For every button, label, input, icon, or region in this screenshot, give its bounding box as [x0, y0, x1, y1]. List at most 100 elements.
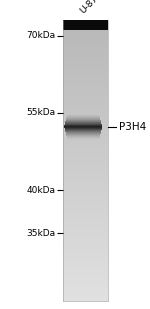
Bar	[63, 252, 108, 253]
Bar	[63, 258, 108, 259]
Bar	[63, 249, 108, 250]
Bar	[63, 46, 108, 47]
Bar	[63, 49, 108, 50]
Bar	[63, 267, 108, 268]
Bar	[63, 42, 108, 43]
Bar	[63, 52, 108, 53]
Bar	[63, 286, 108, 287]
Bar	[63, 234, 108, 235]
Bar	[63, 128, 108, 129]
Bar	[63, 95, 108, 96]
Bar	[63, 208, 108, 209]
Bar	[63, 242, 108, 243]
Bar	[63, 265, 108, 266]
Bar	[63, 85, 108, 86]
Bar	[63, 185, 108, 186]
Bar	[63, 198, 108, 199]
Bar	[63, 138, 108, 139]
Bar	[63, 152, 108, 153]
Bar	[63, 197, 108, 198]
Bar	[63, 37, 108, 38]
Bar	[63, 274, 108, 275]
Bar	[63, 86, 108, 87]
Bar	[63, 83, 108, 84]
Bar	[63, 122, 108, 123]
Bar	[63, 72, 108, 73]
Bar	[63, 256, 108, 257]
Bar	[63, 287, 108, 288]
Bar	[63, 219, 108, 220]
Bar	[63, 184, 108, 185]
Bar	[63, 233, 108, 234]
Bar	[63, 150, 108, 151]
Bar	[63, 131, 108, 132]
Bar	[63, 191, 108, 192]
Bar	[63, 160, 108, 161]
Bar	[63, 134, 108, 135]
Bar	[63, 133, 108, 134]
Bar	[63, 269, 108, 270]
Bar	[63, 300, 108, 301]
Bar	[63, 182, 108, 183]
Bar	[63, 239, 108, 240]
Bar	[63, 35, 108, 36]
Bar	[63, 264, 108, 265]
Bar	[63, 73, 108, 74]
Bar	[63, 261, 108, 262]
Bar	[63, 190, 108, 191]
Bar	[63, 284, 108, 285]
Bar	[63, 145, 108, 146]
Bar	[63, 30, 108, 31]
Bar	[63, 181, 108, 182]
Bar	[63, 179, 108, 180]
Bar	[63, 226, 108, 227]
Bar	[63, 135, 108, 136]
Bar	[63, 257, 108, 258]
Bar	[63, 246, 108, 247]
Bar	[63, 27, 108, 28]
Bar	[63, 162, 108, 163]
Bar	[63, 209, 108, 210]
Bar	[63, 175, 108, 176]
Bar	[63, 212, 108, 213]
Bar	[63, 154, 108, 155]
Bar	[63, 28, 108, 29]
Bar	[63, 253, 108, 254]
Bar	[63, 204, 108, 205]
Bar	[63, 144, 108, 145]
Bar	[63, 127, 108, 128]
Bar	[63, 268, 108, 269]
Bar	[63, 277, 108, 278]
Bar	[63, 187, 108, 188]
Bar	[63, 53, 108, 54]
Bar	[63, 171, 108, 172]
Bar	[63, 282, 108, 283]
Bar	[63, 166, 108, 167]
Text: 40kDa: 40kDa	[27, 185, 56, 195]
Bar	[63, 68, 108, 69]
Bar	[63, 61, 108, 62]
Bar	[63, 101, 108, 102]
Bar	[63, 272, 108, 273]
Bar	[63, 25, 108, 26]
Bar	[63, 48, 108, 49]
Bar	[63, 91, 108, 92]
Bar	[63, 262, 108, 263]
Bar	[63, 174, 108, 175]
Bar	[63, 200, 108, 201]
Bar	[63, 44, 108, 45]
Bar	[63, 189, 108, 190]
Bar	[63, 125, 108, 126]
Bar	[63, 81, 108, 82]
Bar	[63, 89, 108, 90]
Bar	[63, 20, 108, 21]
Bar	[63, 76, 108, 77]
Bar	[63, 104, 108, 105]
Bar	[63, 82, 108, 83]
Bar	[63, 23, 108, 24]
Bar	[63, 259, 108, 260]
Bar	[63, 295, 108, 296]
Bar	[63, 206, 108, 207]
Bar	[63, 92, 108, 93]
Bar	[63, 79, 108, 80]
